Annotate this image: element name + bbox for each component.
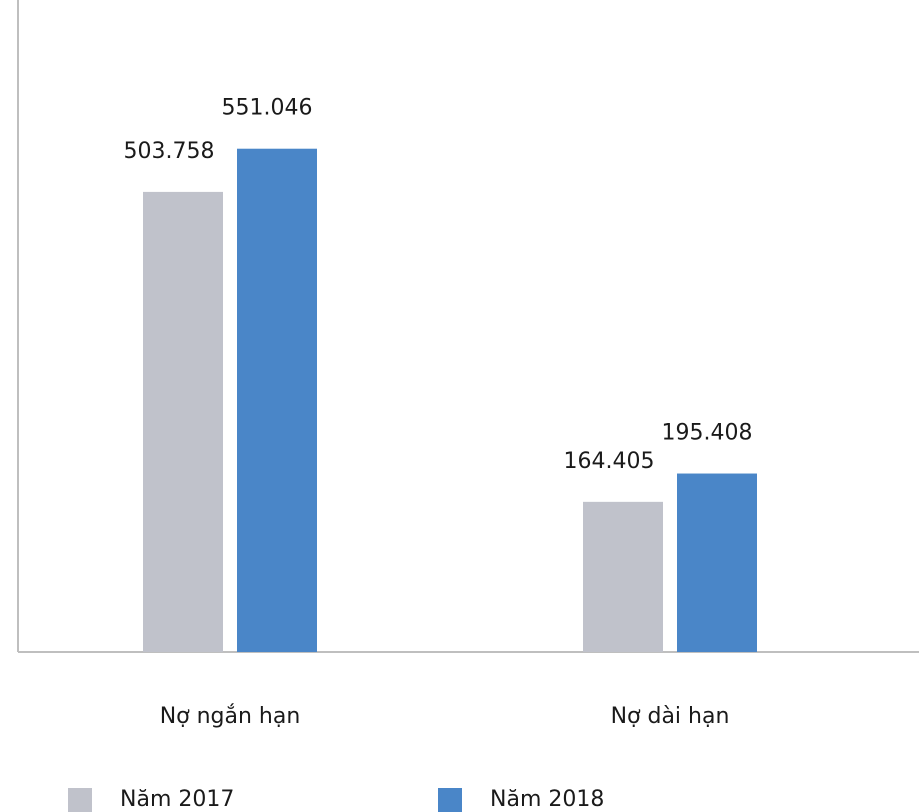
x-tick-label: Nợ dài hạn bbox=[611, 704, 730, 729]
legend-label: Năm 2017 bbox=[120, 787, 234, 812]
data-label: 164.405 bbox=[564, 449, 655, 474]
data-label: 195.408 bbox=[662, 421, 753, 446]
legend-swatch bbox=[68, 788, 92, 812]
bar bbox=[143, 191, 223, 652]
data-label: 551.046 bbox=[222, 96, 313, 121]
bar bbox=[677, 473, 757, 652]
legend-label: Năm 2018 bbox=[490, 787, 604, 812]
bar bbox=[237, 148, 317, 653]
data-label: 503.758 bbox=[124, 139, 215, 164]
bar bbox=[583, 501, 663, 652]
legend-swatch bbox=[438, 788, 462, 812]
x-tick-label: Nợ ngắn hạn bbox=[160, 704, 301, 729]
